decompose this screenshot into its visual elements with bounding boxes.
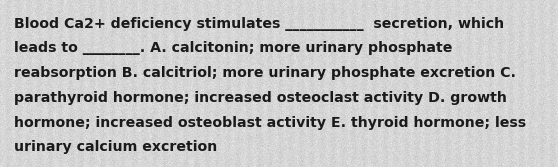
Text: hormone; increased osteoblast activity E. thyroid hormone; less: hormone; increased osteoblast activity E… [14, 116, 526, 130]
Text: parathyroid hormone; increased osteoclast activity D. growth: parathyroid hormone; increased osteoclas… [14, 91, 507, 105]
Text: reabsorption B. calcitriol; more urinary phosphate excretion C.: reabsorption B. calcitriol; more urinary… [14, 66, 516, 80]
Text: leads to ________. A. calcitonin; more urinary phosphate: leads to ________. A. calcitonin; more u… [14, 41, 453, 55]
Text: urinary calcium excretion: urinary calcium excretion [14, 140, 217, 154]
Text: Blood Ca2+ deficiency stimulates ___________  secretion, which: Blood Ca2+ deficiency stimulates _______… [14, 17, 504, 31]
